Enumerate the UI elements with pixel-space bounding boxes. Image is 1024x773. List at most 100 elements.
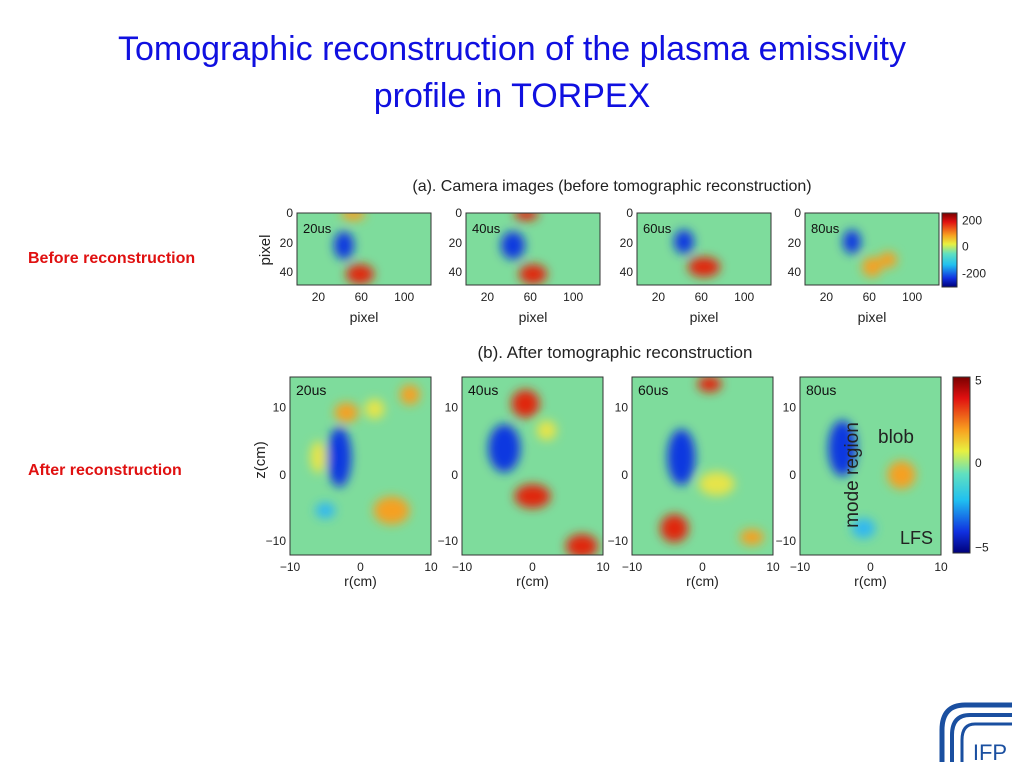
heatmap-panel: 40us 10 0 −10 −10 0 10 r(cm)	[438, 376, 610, 589]
frame	[631, 376, 774, 556]
heatmap-panel: 40us 0 20 40 20 60 100 pixel	[449, 206, 601, 325]
y-axis-label: z(cm)	[252, 441, 269, 479]
y-tick-label: 0	[789, 468, 796, 482]
heatmap-panel: 80us 10 0 −10 −10 0 10 r(cm)	[776, 376, 948, 589]
annotation: mode region	[842, 422, 863, 528]
blob	[660, 514, 689, 543]
x-tick-label: 100	[902, 290, 922, 304]
y-tick-label: −10	[776, 534, 797, 548]
x-tick-label: 60	[524, 290, 538, 304]
y-tick-label: 10	[445, 400, 459, 414]
frame	[799, 376, 942, 556]
x-tick-label: 10	[596, 560, 610, 574]
y-tick-label: 10	[273, 400, 287, 414]
blob	[364, 399, 385, 420]
heatmap	[466, 213, 600, 285]
blob	[327, 427, 352, 488]
heatmap-panel: 60us 0 20 40 20 60 100 pixel	[620, 206, 772, 325]
side-label: After reconstruction	[28, 462, 182, 479]
frame	[804, 212, 940, 286]
blob	[698, 471, 735, 496]
y-axis-label: pixel	[257, 235, 274, 266]
y-tick-label: 0	[286, 206, 293, 220]
blob	[887, 460, 916, 489]
colorbar-tick-label: 0	[962, 239, 969, 253]
x-tick-label: 20	[481, 290, 495, 304]
y-tick-label: 40	[449, 265, 463, 279]
x-tick-label: 0	[867, 560, 874, 574]
blob	[688, 257, 720, 277]
heatmap	[290, 377, 431, 555]
y-tick-label: 0	[626, 206, 633, 220]
heatmap	[462, 377, 603, 555]
x-tick-label: 60	[355, 290, 369, 304]
blobs	[488, 389, 598, 555]
blob	[565, 534, 598, 555]
y-tick-label: −10	[266, 534, 287, 548]
heatmap-panel: 20us 10 0 −10 −10 0 10 r(cm)	[266, 376, 438, 589]
blobs	[673, 229, 720, 277]
blob	[341, 213, 366, 221]
time-label: 20us	[303, 221, 332, 236]
blob	[334, 402, 359, 423]
logo-text: IFP	[973, 740, 1007, 765]
x-axis-label: pixel	[350, 309, 379, 325]
blob	[399, 384, 420, 405]
annotation: blob	[878, 427, 914, 448]
blob	[373, 496, 410, 525]
x-axis-label: r(cm)	[516, 573, 549, 589]
x-tick-label: 10	[424, 560, 438, 574]
heatmap-panel: 60us 10 0 −10 −10 0 10 r(cm)	[608, 376, 780, 589]
heatmap	[297, 213, 431, 285]
time-label: 60us	[643, 221, 672, 236]
x-tick-label: −10	[790, 560, 811, 574]
frame	[636, 212, 772, 286]
x-axis-label: r(cm)	[344, 573, 377, 589]
blob	[315, 502, 336, 519]
blob	[488, 424, 521, 473]
x-tick-label: −10	[452, 560, 473, 574]
y-tick-label: 0	[451, 468, 458, 482]
time-label: 60us	[638, 382, 668, 398]
x-tick-label: 0	[529, 560, 536, 574]
title-line: profile in TORPEX	[374, 77, 651, 115]
blob	[514, 213, 539, 221]
y-tick-label: 20	[620, 236, 634, 250]
time-label: 40us	[472, 221, 501, 236]
frame	[465, 212, 601, 286]
x-tick-label: −10	[280, 560, 301, 574]
heatmap	[800, 377, 941, 555]
blob	[697, 377, 722, 393]
blob	[673, 229, 694, 254]
blob	[842, 229, 861, 254]
y-tick-label: 10	[615, 400, 629, 414]
y-tick-label: 0	[455, 206, 462, 220]
side-label: Before reconstruction	[28, 250, 195, 267]
blob	[345, 264, 374, 285]
x-tick-label: 10	[766, 560, 780, 574]
blobs	[310, 384, 420, 525]
panel-heading: (b). After tomographic reconstruction	[478, 343, 753, 362]
blob	[828, 420, 857, 477]
colorbar	[941, 212, 958, 288]
colorbar	[952, 376, 971, 554]
heatmap	[632, 377, 773, 555]
x-tick-label: −10	[622, 560, 643, 574]
x-tick-label: 100	[563, 290, 583, 304]
x-tick-label: 10	[934, 560, 948, 574]
heatmap	[637, 213, 771, 285]
heatmap	[805, 213, 939, 285]
x-tick-label: 100	[734, 290, 754, 304]
y-tick-label: 0	[794, 206, 801, 220]
blob	[333, 231, 354, 260]
x-tick-label: 20	[312, 290, 326, 304]
blob	[739, 529, 764, 546]
y-tick-label: −10	[438, 534, 459, 548]
x-tick-label: 0	[357, 560, 364, 574]
blob	[500, 231, 525, 260]
y-tick-label: 0	[279, 468, 286, 482]
blobs	[660, 377, 764, 546]
logo: IFP	[939, 702, 1012, 765]
